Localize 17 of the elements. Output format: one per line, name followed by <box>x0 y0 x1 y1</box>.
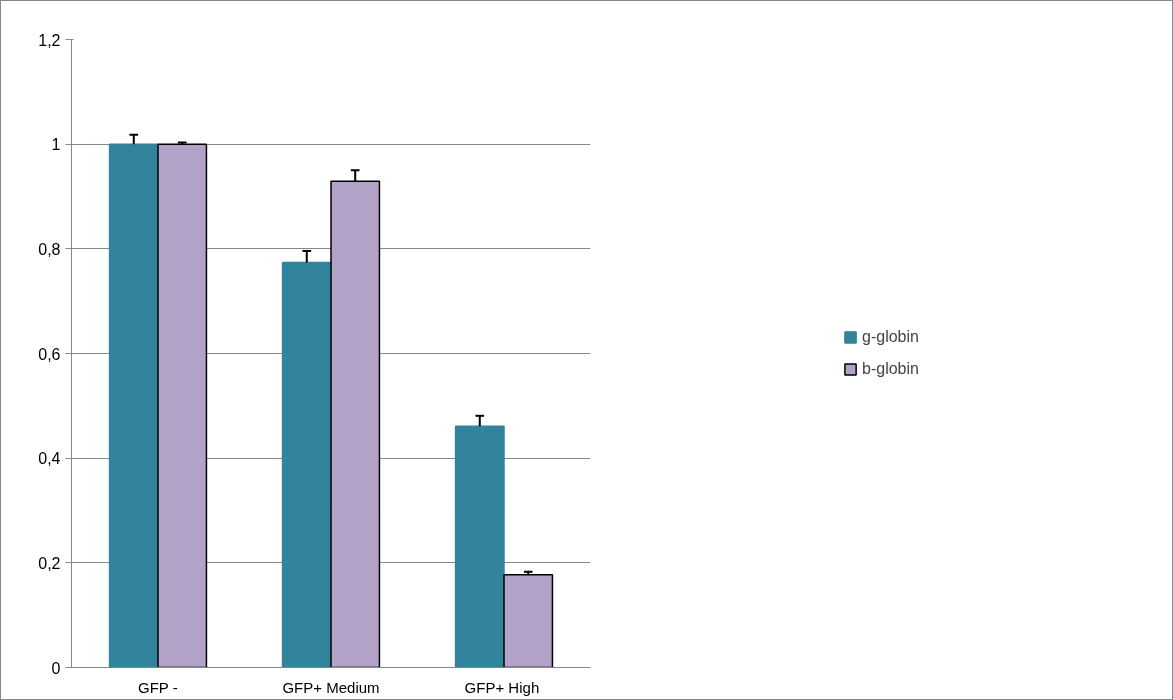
legend-label: b-globin <box>862 360 919 378</box>
y-tick-label: 1 <box>51 136 61 154</box>
y-tick-label: 1,2 <box>38 31 61 49</box>
y-tick-label: 0 <box>51 659 61 677</box>
y-tick-label: 0,8 <box>38 240 61 258</box>
x-tick-label: GFP+ High <box>464 678 540 696</box>
y-tick-label: 0,6 <box>38 345 61 363</box>
bar <box>503 574 554 668</box>
bar <box>157 143 208 668</box>
y-tick-label: 0,2 <box>38 554 61 572</box>
y-tick-label: 0,4 <box>38 450 61 468</box>
legend-label: g-globin <box>862 328 919 346</box>
bar <box>281 261 332 668</box>
bar <box>108 143 159 668</box>
x-tick-label: GFP - <box>138 678 178 696</box>
x-tick-label: GFP+ Medium <box>282 678 380 696</box>
bar <box>454 425 505 668</box>
